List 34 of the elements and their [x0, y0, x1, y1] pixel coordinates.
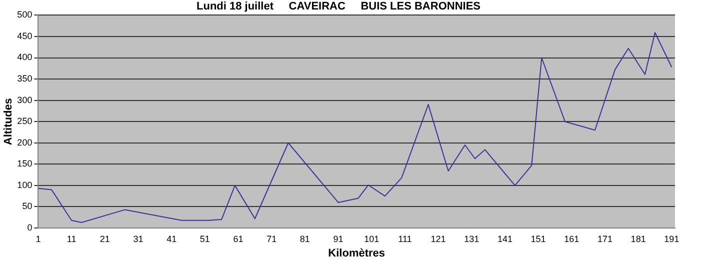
y-tick-label: 100	[17, 180, 32, 190]
x-tick-label: 91	[333, 234, 344, 244]
chart-title: Lundi 18 juillet CAVEIRAC BUIS LES BARONNIES	[196, 0, 480, 13]
x-tick-label: 191	[664, 234, 680, 244]
x-tick-label: 1	[36, 234, 41, 244]
y-tick-label: 450	[17, 30, 32, 41]
x-tick-label: 151	[530, 234, 546, 244]
y-axis-title: Altitudes	[2, 98, 15, 146]
x-tick-label: 171	[597, 234, 613, 244]
x-tick-label: 31	[133, 234, 144, 244]
y-tick-label: 250	[17, 116, 32, 126]
y-tick-label: 350	[17, 74, 32, 84]
x-tick-label: 21	[100, 234, 110, 244]
x-tick-label: 51	[200, 234, 210, 244]
y-tick-label: 500	[17, 10, 32, 20]
x-tick-label: 111	[398, 234, 412, 244]
x-tick-label: 11	[66, 234, 76, 244]
y-tick-label: 150	[17, 158, 32, 169]
x-tick-label: 61	[233, 234, 244, 244]
x-tick-label: 141	[497, 234, 512, 244]
x-tick-label: 41	[166, 234, 177, 244]
y-tick-label: 0	[27, 222, 32, 232]
y-tick-label: 300	[17, 94, 32, 105]
x-tick-label: 101	[364, 234, 380, 244]
x-tick-label: 131	[464, 234, 480, 244]
y-tick-label: 400	[17, 52, 32, 62]
x-tick-label: 161	[564, 234, 580, 244]
y-tick-label: 50	[22, 201, 32, 212]
x-tick-label: 81	[300, 234, 310, 244]
x-tick-label: 71	[266, 234, 277, 244]
y-tick-label: 200	[17, 137, 32, 148]
x-tick-label: 181	[630, 234, 646, 244]
x-tick-label: 121	[430, 234, 446, 244]
x-axis-title: Kilomètres	[328, 247, 386, 260]
